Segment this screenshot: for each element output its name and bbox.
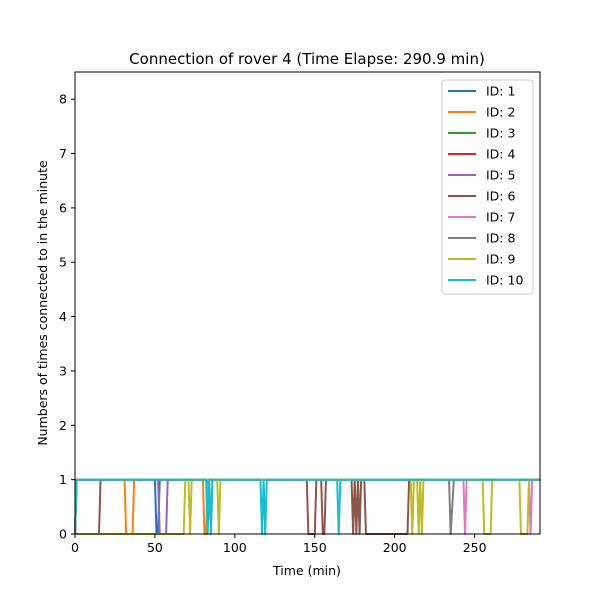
series-line-6 <box>75 478 540 535</box>
legend-label-3: ID: 3 <box>486 126 515 141</box>
y-tick-label: 2 <box>59 418 67 433</box>
x-tick-label: 50 <box>147 540 163 555</box>
y-tick-label: 4 <box>59 309 67 324</box>
y-axis-label: Numbers of times connected to in the min… <box>35 160 50 446</box>
y-tick-label: 8 <box>59 92 67 107</box>
y-tick-label: 5 <box>59 255 67 270</box>
axes: 0 50 100 150 200 250 0 1 2 3 4 5 6 7 8 <box>59 71 541 555</box>
series-line-10 <box>74 478 540 535</box>
legend-label-10: ID: 10 <box>486 273 523 288</box>
legend-label-7: ID: 7 <box>486 210 515 225</box>
legend-label-2: ID: 2 <box>486 105 515 120</box>
legend-label-6: ID: 6 <box>486 189 515 204</box>
legend-label-5: ID: 5 <box>486 168 515 183</box>
y-tick-label: 3 <box>59 363 67 378</box>
plot-lines <box>74 478 540 535</box>
legend: ID: 1 ID: 2 ID: 3 ID: 4 ID: 5 ID: 6 ID: 7 ID: 8… <box>441 79 534 295</box>
x-tick-label: 250 <box>463 540 487 555</box>
y-tick-label: 6 <box>59 200 67 215</box>
x-tick-label: 150 <box>303 540 327 555</box>
y-tick-label: 7 <box>59 146 67 161</box>
legend-label-4: ID: 4 <box>486 147 515 162</box>
legend-label-9: ID: 9 <box>486 252 515 267</box>
y-tick-label: 0 <box>59 527 67 542</box>
y-tick-label: 1 <box>59 472 67 487</box>
legend-label-1: ID: 1 <box>486 84 515 99</box>
x-tick-label: 200 <box>383 540 407 555</box>
plot-frame <box>74 71 541 535</box>
chart-title: Connection of rover 4 (Time Elapse: 290.… <box>129 50 485 68</box>
x-tick-label: 100 <box>223 540 247 555</box>
x-tick-label: 0 <box>71 540 79 555</box>
legend-label-8: ID: 8 <box>486 231 515 246</box>
x-axis-label: Time (min) <box>272 563 341 578</box>
